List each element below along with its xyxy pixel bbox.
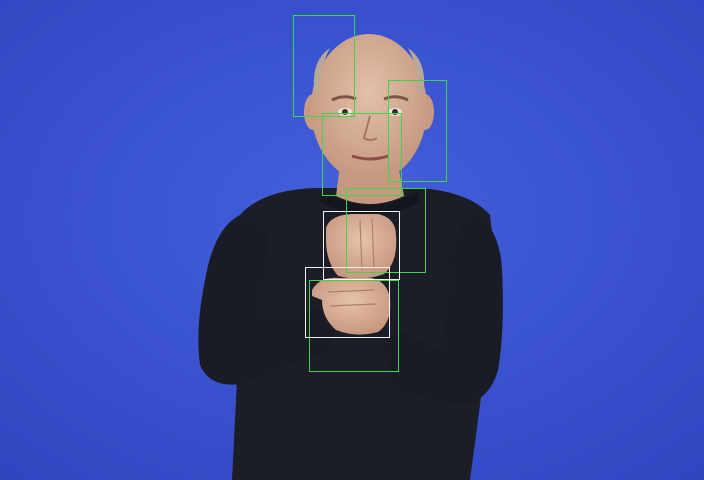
hair-left	[313, 48, 330, 98]
selection-box-1	[323, 211, 400, 280]
detection-box-2	[388, 80, 447, 182]
hair-right	[408, 48, 425, 98]
left-eyebrow	[331, 95, 357, 102]
head	[311, 34, 427, 182]
mouth	[351, 154, 389, 161]
upper-fist-knuckles	[359, 217, 375, 271]
nose	[362, 115, 378, 141]
selection-box-2	[305, 267, 390, 338]
detection-box-3	[322, 113, 402, 196]
left-arm	[198, 215, 338, 385]
detection-box-1	[293, 15, 355, 117]
lower-fist-knuckles	[327, 289, 377, 307]
right-arm	[380, 210, 503, 405]
detection-box-5	[309, 280, 399, 372]
right-eyebrow	[383, 95, 409, 102]
detection-box-4	[346, 188, 426, 273]
collar	[320, 192, 420, 215]
